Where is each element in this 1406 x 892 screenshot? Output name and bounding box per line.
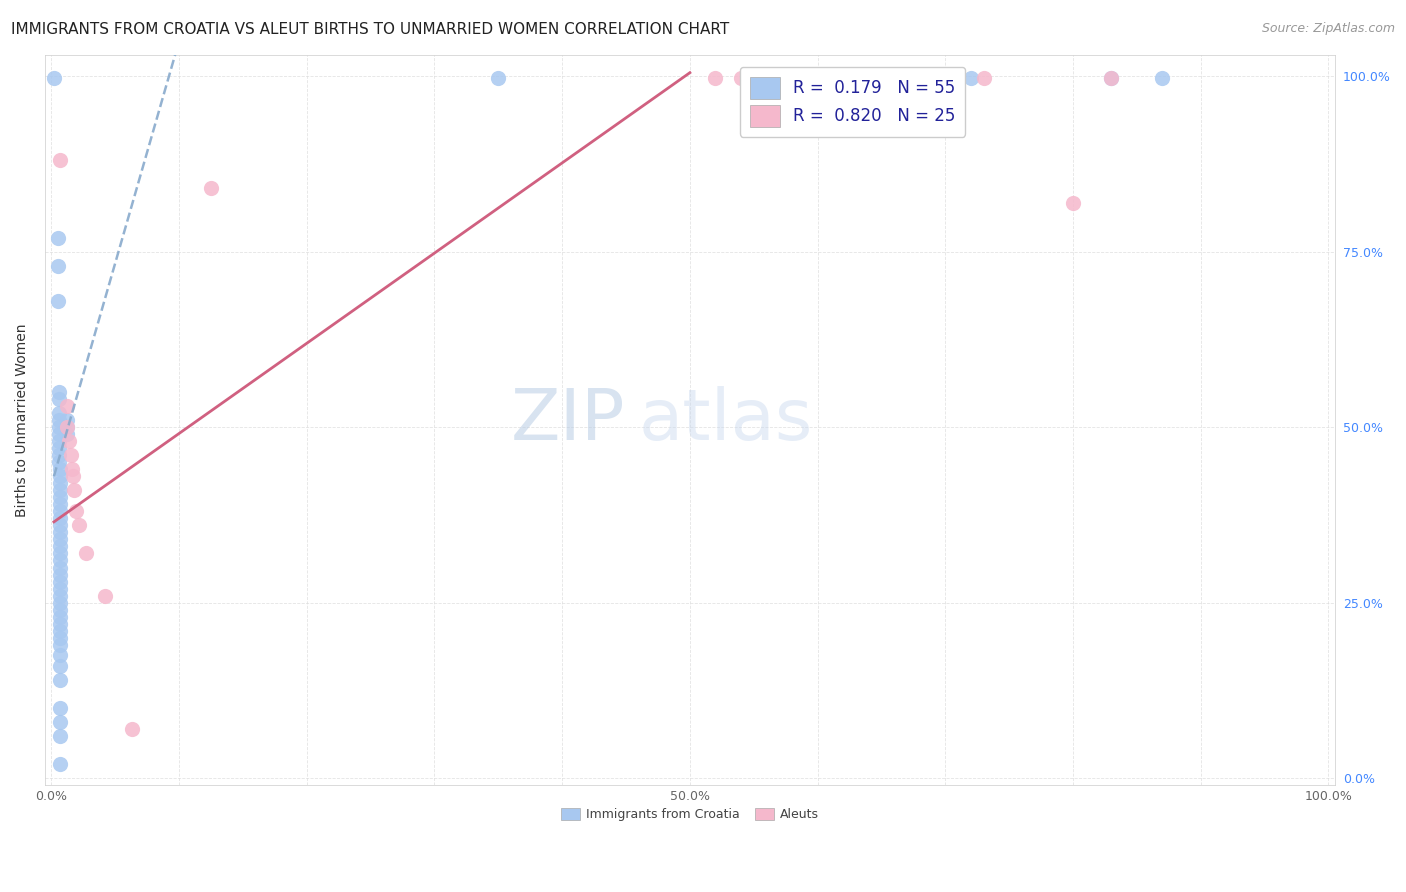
Point (973, 70, 995, 85)
Point (65, 504, 87, 518)
Point (49, 497, 72, 511)
Point (49, 596, 72, 610)
Point (49, 491, 72, 505)
Point (49, 533, 72, 547)
Point (46, 259, 69, 273)
Point (49, 476, 72, 491)
Point (200, 181, 222, 195)
Point (48, 448, 70, 462)
Point (48, 455, 70, 469)
Point (49, 483, 72, 498)
Y-axis label: Births to Unmarried Women: Births to Unmarried Women (15, 324, 30, 516)
Point (49, 553, 72, 567)
Point (49, 602, 72, 616)
Point (49, 582, 72, 596)
Point (55, 420, 77, 434)
Point (121, 722, 143, 736)
Point (49, 609, 72, 624)
Point (49, 462, 72, 476)
Point (806, 70, 828, 85)
Legend: Immigrants from Croatia, Aleuts: Immigrants from Croatia, Aleuts (555, 803, 824, 826)
Point (58, 434, 80, 449)
Point (1099, 70, 1122, 85)
Point (48, 385, 70, 400)
Point (49, 714, 72, 729)
Text: IMMIGRANTS FROM CROATIA VS ALEUT BIRTHS TO UNMARRIED WOMEN CORRELATION CHART: IMMIGRANTS FROM CROATIA VS ALEUT BIRTHS … (11, 22, 730, 37)
Point (49, 658, 72, 673)
Point (55, 413, 77, 427)
Point (934, 70, 956, 85)
Point (75, 546, 97, 560)
Point (49, 631, 72, 645)
Point (704, 70, 727, 85)
Point (55, 399, 77, 413)
Point (49, 540, 72, 554)
Point (49, 546, 72, 560)
Point (46, 293, 69, 308)
Point (49, 153, 72, 168)
Point (49, 757, 72, 772)
Text: atlas: atlas (638, 385, 813, 455)
Point (870, 70, 893, 85)
Point (49, 729, 72, 743)
Point (908, 70, 931, 85)
Point (49, 616, 72, 631)
Point (69, 518, 91, 533)
Point (49, 504, 72, 518)
Point (49, 701, 72, 715)
Point (48, 392, 70, 406)
Point (63, 483, 86, 498)
Point (46, 230, 69, 244)
Point (49, 574, 72, 589)
Point (1099, 70, 1122, 85)
Point (48, 441, 70, 455)
Text: ZIP: ZIP (510, 385, 626, 455)
Point (48, 420, 70, 434)
Point (1152, 70, 1174, 85)
Point (60, 462, 83, 476)
Point (49, 648, 72, 663)
Point (49, 511, 72, 525)
Point (49, 469, 72, 483)
Point (49, 567, 72, 582)
Point (48, 434, 70, 449)
Point (55, 420, 77, 434)
Text: Source: ZipAtlas.com: Source: ZipAtlas.com (1261, 22, 1395, 36)
Point (94, 589, 117, 603)
Point (48, 413, 70, 427)
Point (832, 70, 855, 85)
Point (48, 406, 70, 420)
Point (62, 469, 84, 483)
Point (49, 624, 72, 638)
Point (486, 70, 509, 85)
Point (49, 525, 72, 540)
Point (959, 70, 981, 85)
Point (49, 589, 72, 603)
Point (755, 70, 778, 85)
Point (768, 70, 790, 85)
Point (55, 427, 77, 442)
Point (42, 70, 65, 85)
Point (730, 70, 752, 85)
Point (48, 427, 70, 442)
Point (1062, 195, 1084, 210)
Point (49, 560, 72, 574)
Point (49, 518, 72, 533)
Point (49, 673, 72, 687)
Point (59, 448, 82, 462)
Point (49, 638, 72, 652)
